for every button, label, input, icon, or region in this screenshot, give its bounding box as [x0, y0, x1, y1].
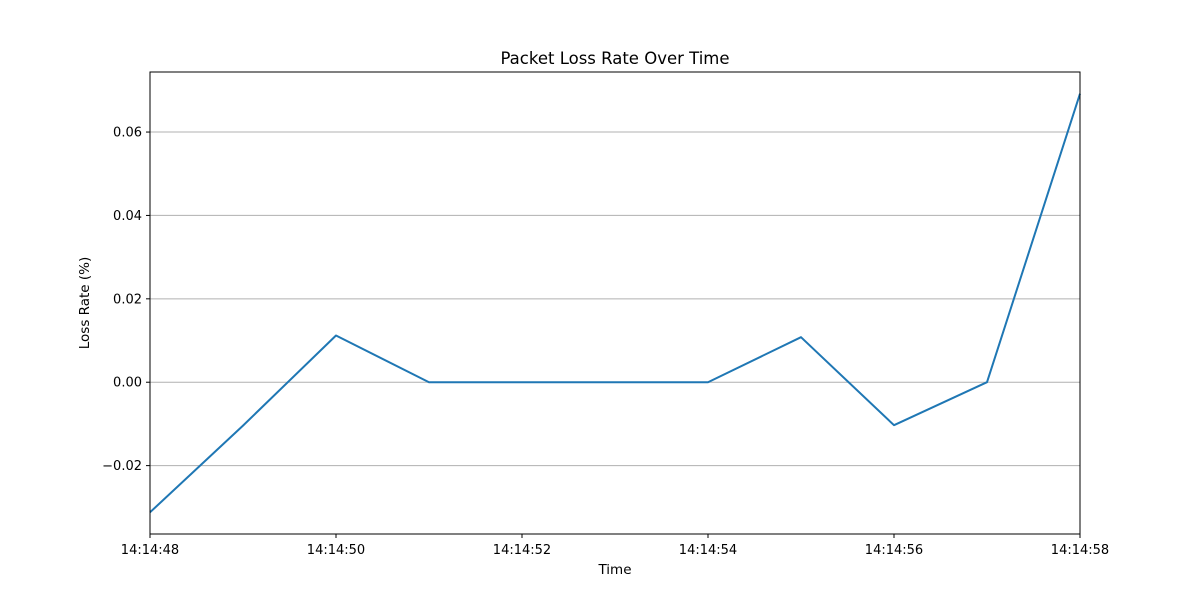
series-layer — [149, 93, 1081, 514]
x-axis-ticks: 14:14:48 14:14:50 14:14:52 14:14:54 14:14:56… — [121, 534, 1109, 558]
chart-title: Packet Loss Rate Over Time — [500, 49, 729, 68]
x-tick-label: 14:14:52 — [493, 543, 551, 558]
y-tick-label: −0.02 — [102, 459, 142, 474]
x-tick-label: 14:14:54 — [679, 543, 737, 558]
x-axis-title: Time — [597, 562, 631, 578]
x-tick-label: 14:14:50 — [307, 543, 365, 558]
x-tick-label: 14:14:58 — [1051, 543, 1109, 558]
y-tick-label: 0.00 — [113, 376, 142, 391]
plot-frame — [149, 71, 1081, 535]
x-tick-label: 14:14:56 — [865, 543, 923, 558]
x-tick-label: 14:14:48 — [121, 543, 179, 558]
y-tick-label: 0.06 — [113, 126, 142, 141]
series-line — [149, 93, 1081, 514]
y-tick-label: 0.04 — [113, 209, 142, 224]
grid-lines — [150, 131, 1080, 467]
y-tick-label: 0.02 — [113, 292, 142, 307]
y-axis-title: Loss Rate (%) — [77, 257, 93, 350]
y-axis-ticks: −0.02 0.00 0.02 0.04 0.06 — [102, 126, 150, 474]
